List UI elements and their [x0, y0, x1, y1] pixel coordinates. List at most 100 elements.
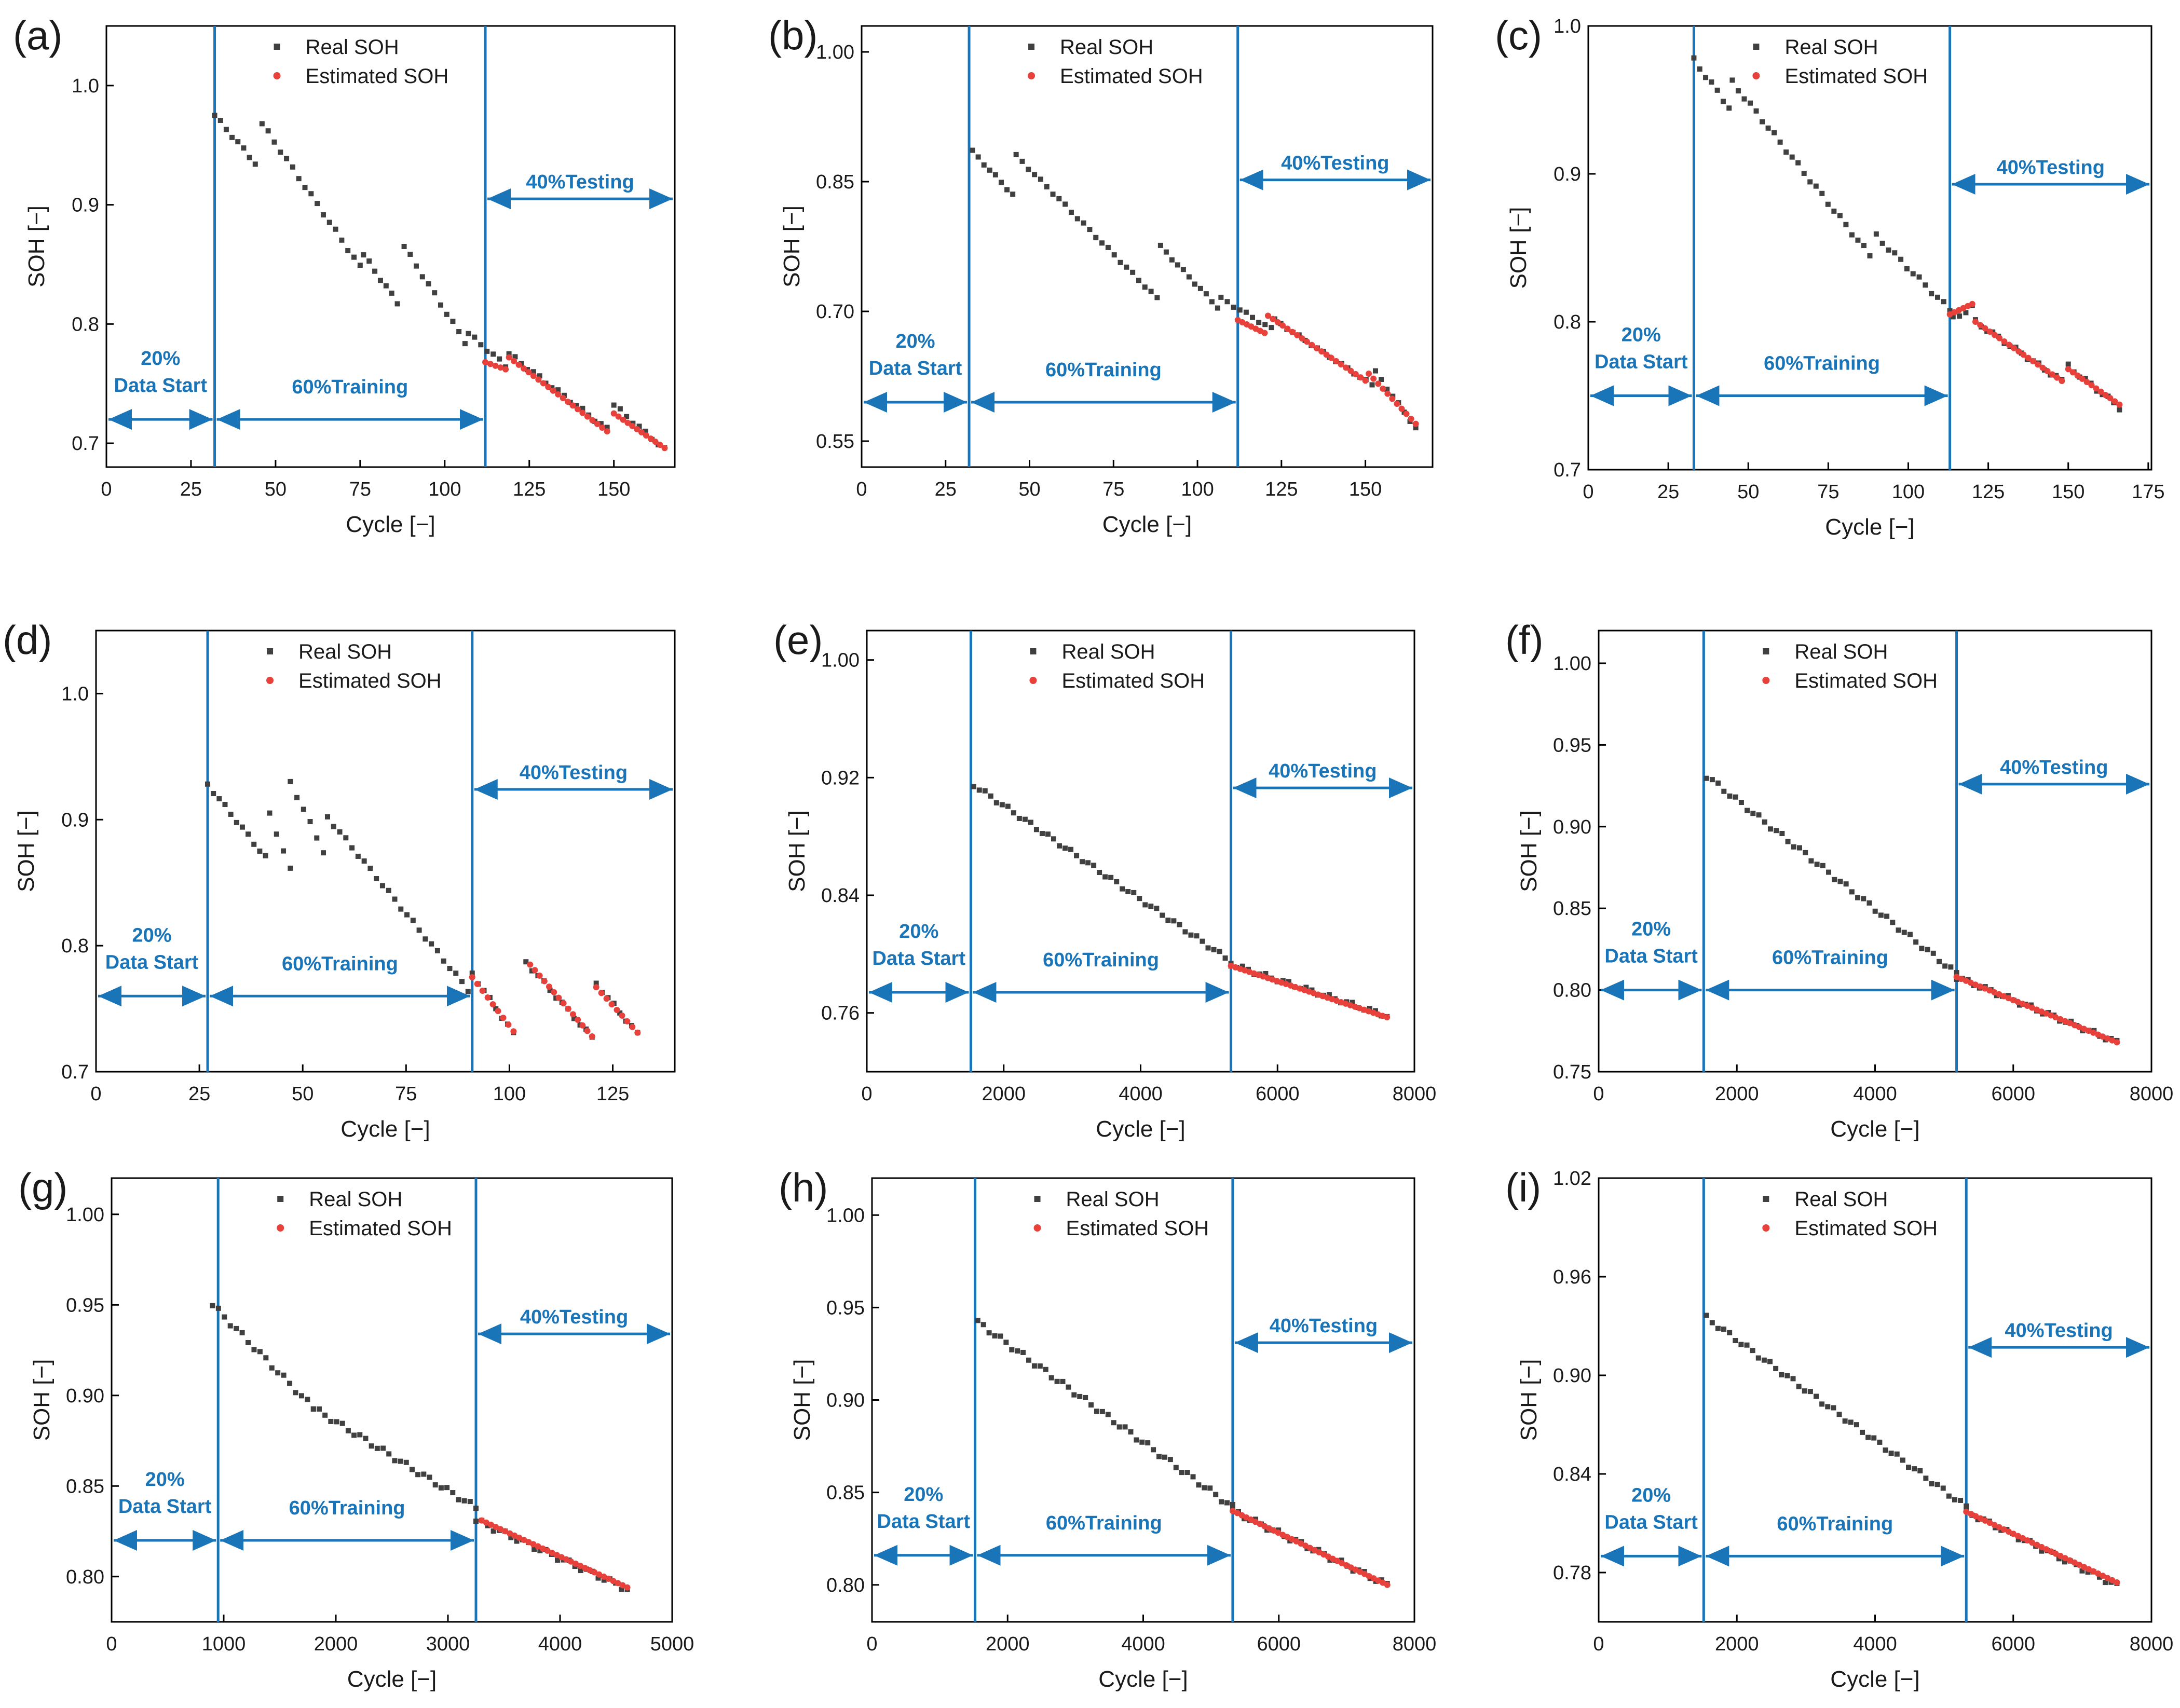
- estimated-soh-point: [1366, 371, 1372, 377]
- estimated-soh-point: [575, 1017, 581, 1023]
- legend-real-marker: [1763, 648, 1769, 654]
- x-tick-label: 125: [596, 1083, 629, 1105]
- real-soh-point: [1877, 1439, 1883, 1445]
- y-tick-label: 0.7: [61, 1061, 89, 1083]
- panel-d: (d) 0 25 50 75 100 125 0.7 0.8 0.9 1.0 Cycle [−] SOH…: [3, 617, 676, 1142]
- estimated-soh-point: [2020, 1535, 2026, 1541]
- real-soh-point: [1952, 1497, 1957, 1502]
- x-tick-label: 0: [1593, 1083, 1604, 1105]
- real-soh-point: [1750, 811, 1756, 816]
- real-soh-point: [1026, 1357, 1032, 1363]
- real-soh-point: [235, 139, 241, 145]
- real-soh-point: [293, 1390, 298, 1396]
- x-tick-label: 3000: [426, 1633, 470, 1655]
- estimated-soh-point: [2102, 391, 2109, 398]
- legend-real-marker: [267, 648, 274, 654]
- y-tick-label: 0.78: [1553, 1562, 1591, 1584]
- estimated-soh-point: [593, 984, 600, 991]
- real-soh-point: [1192, 281, 1197, 287]
- real-soh-point: [1848, 1419, 1854, 1425]
- real-soh-point: [1184, 1470, 1190, 1475]
- real-soh-point: [1888, 1451, 1894, 1456]
- estimated-soh-point: [577, 1563, 584, 1569]
- real-soh-point: [1796, 845, 1802, 851]
- real-soh-point: [1703, 75, 1709, 80]
- legend-estimated-marker: [1762, 677, 1770, 684]
- real-soh-point: [1803, 850, 1808, 855]
- estimated-soh-point: [478, 1517, 485, 1524]
- real-soh-point: [444, 311, 449, 317]
- real-soh-point: [1819, 1401, 1825, 1407]
- real-soh-point: [1861, 243, 1866, 249]
- estimated-soh-point: [2104, 1575, 2111, 1581]
- real-soh-point: [1715, 1326, 1721, 1331]
- estimated-soh-point: [657, 442, 663, 448]
- real-soh-point: [1081, 220, 1086, 226]
- estimated-soh-point: [582, 1565, 589, 1572]
- estimated-soh-point: [1408, 416, 1414, 422]
- estimated-soh-point: [2028, 1004, 2035, 1011]
- real-soh-point: [1762, 819, 1767, 825]
- real-soh-point: [1099, 240, 1105, 246]
- legend: Real SOH Estimated SOH: [1028, 36, 1203, 88]
- estimated-soh-point: [2100, 1033, 2106, 1040]
- estimated-soh-point: [567, 1558, 574, 1565]
- real-soh-point: [1105, 1412, 1111, 1417]
- real-soh-point: [1837, 213, 1843, 218]
- real-soh-point: [1162, 1454, 1167, 1460]
- y-tick-label: 0.95: [66, 1294, 104, 1316]
- estimated-soh-point: [1412, 420, 1419, 427]
- estimated-soh-series: [1228, 963, 1391, 1021]
- real-soh-point: [284, 156, 290, 161]
- y-tick-label: 0.9: [61, 809, 89, 831]
- real-soh-point: [1131, 890, 1137, 895]
- estimated-soh-point: [594, 420, 601, 427]
- estimated-soh-point: [2025, 354, 2032, 361]
- y-tick-label: 0.80: [66, 1566, 104, 1588]
- real-soh-point: [392, 1458, 398, 1464]
- real-soh-point: [1819, 190, 1825, 196]
- real-soh-point: [246, 1340, 251, 1345]
- real-soh-point: [222, 1314, 227, 1320]
- real-soh-point: [321, 850, 326, 856]
- real-soh-point: [1062, 845, 1068, 851]
- x-tick-label: 25: [180, 479, 202, 500]
- estimated-soh-series: [1963, 1508, 2120, 1586]
- real-soh-point: [1139, 1439, 1145, 1445]
- real-soh-point: [1413, 425, 1419, 431]
- panel-label: (i): [1505, 1165, 1541, 1210]
- estimated-soh-point: [2090, 1568, 2097, 1575]
- estimated-soh-point: [536, 972, 543, 979]
- estimated-soh-point: [492, 1524, 499, 1531]
- estimated-soh-point: [2024, 1002, 2031, 1009]
- real-soh-point: [434, 948, 440, 953]
- real-soh-point: [1777, 139, 1783, 145]
- real-soh-point: [281, 1372, 287, 1378]
- estimated-soh-point: [1403, 411, 1410, 417]
- real-soh-point: [1729, 77, 1735, 83]
- estimated-soh-point: [2093, 385, 2100, 392]
- x-tick-label: 6000: [1256, 1083, 1300, 1105]
- x-tick-label: 4000: [1853, 1633, 1897, 1655]
- real-soh-point: [357, 1432, 363, 1438]
- estimated-soh-point: [1309, 341, 1315, 348]
- real-soh-point: [252, 161, 258, 167]
- real-soh-point: [339, 237, 345, 243]
- real-soh-point: [530, 369, 536, 375]
- real-soh-point: [1871, 1435, 1877, 1441]
- real-soh-point: [247, 155, 252, 160]
- estimated-soh-point: [1953, 974, 1960, 980]
- estimated-soh-point: [2043, 1546, 2050, 1553]
- x-tick-label: 100: [1892, 481, 1925, 503]
- estimated-soh-point: [614, 1007, 620, 1013]
- estimated-soh-point: [579, 409, 586, 416]
- real-soh-point: [1209, 299, 1215, 305]
- estimated-soh-point: [2019, 1001, 2026, 1007]
- real-soh-point: [1051, 836, 1056, 842]
- real-soh-point: [361, 858, 367, 864]
- estimated-soh-point: [2086, 1566, 2092, 1573]
- real-soh-point: [1175, 262, 1180, 268]
- real-soh-point: [212, 113, 217, 118]
- estimated-soh-point: [574, 406, 581, 413]
- real-soh-point: [1085, 860, 1091, 866]
